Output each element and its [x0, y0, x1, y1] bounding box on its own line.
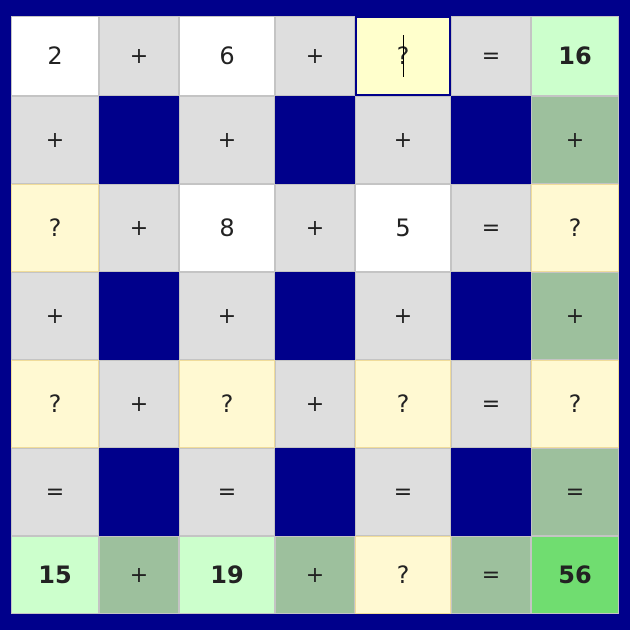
operator-cell: +	[179, 96, 275, 184]
operator-cell: =	[355, 448, 451, 536]
result-operator-cell: +	[531, 272, 619, 360]
result-operator-cell: +	[99, 536, 179, 614]
operator-cell: =	[451, 184, 531, 272]
blank-cell	[451, 448, 531, 536]
operator-cell: +	[99, 16, 179, 96]
operator-cell: +	[99, 360, 179, 448]
blank-cell	[99, 272, 179, 360]
blank-cell	[99, 96, 179, 184]
unknown-input-cell[interactable]: ?	[531, 184, 619, 272]
puzzle-grid: 2+6+?=16++++?+8+5=?++++?+?+?=?====15+19+…	[11, 16, 619, 614]
result-operator-cell: =	[531, 448, 619, 536]
given-number-cell: 2	[11, 16, 99, 96]
unknown-input-cell[interactable]: ?	[355, 360, 451, 448]
given-number-cell: 6	[179, 16, 275, 96]
result-operator-cell: +	[531, 96, 619, 184]
operator-cell: +	[11, 96, 99, 184]
operator-cell: =	[179, 448, 275, 536]
operator-cell: =	[11, 448, 99, 536]
blank-cell	[451, 96, 531, 184]
unknown-input-cell[interactable]: ?	[179, 360, 275, 448]
operator-cell: +	[355, 272, 451, 360]
result-cell: 19	[179, 536, 275, 614]
unknown-input-cell[interactable]: ?	[355, 536, 451, 614]
blank-cell	[451, 272, 531, 360]
given-number-cell: 8	[179, 184, 275, 272]
unknown-input-cell[interactable]: ?	[11, 184, 99, 272]
unknown-input-cell-selected[interactable]: ?	[355, 16, 451, 96]
blank-cell	[99, 448, 179, 536]
result-operator-cell: +	[275, 536, 355, 614]
final-total-cell: 56	[531, 536, 619, 614]
given-number-cell: 5	[355, 184, 451, 272]
operator-cell: +	[275, 360, 355, 448]
unknown-input-cell[interactable]: ?	[11, 360, 99, 448]
result-cell: 16	[531, 16, 619, 96]
text-caret	[403, 34, 404, 78]
result-operator-cell: =	[451, 536, 531, 614]
operator-cell: =	[451, 360, 531, 448]
operator-cell: +	[179, 272, 275, 360]
operator-cell: +	[275, 184, 355, 272]
operator-cell: +	[99, 184, 179, 272]
operator-cell: +	[11, 272, 99, 360]
blank-cell	[275, 272, 355, 360]
operator-cell: +	[275, 16, 355, 96]
unknown-input-cell[interactable]: ?	[531, 360, 619, 448]
blank-cell	[275, 448, 355, 536]
result-cell: 15	[11, 536, 99, 614]
operator-cell: +	[355, 96, 451, 184]
operator-cell: =	[451, 16, 531, 96]
blank-cell	[275, 96, 355, 184]
